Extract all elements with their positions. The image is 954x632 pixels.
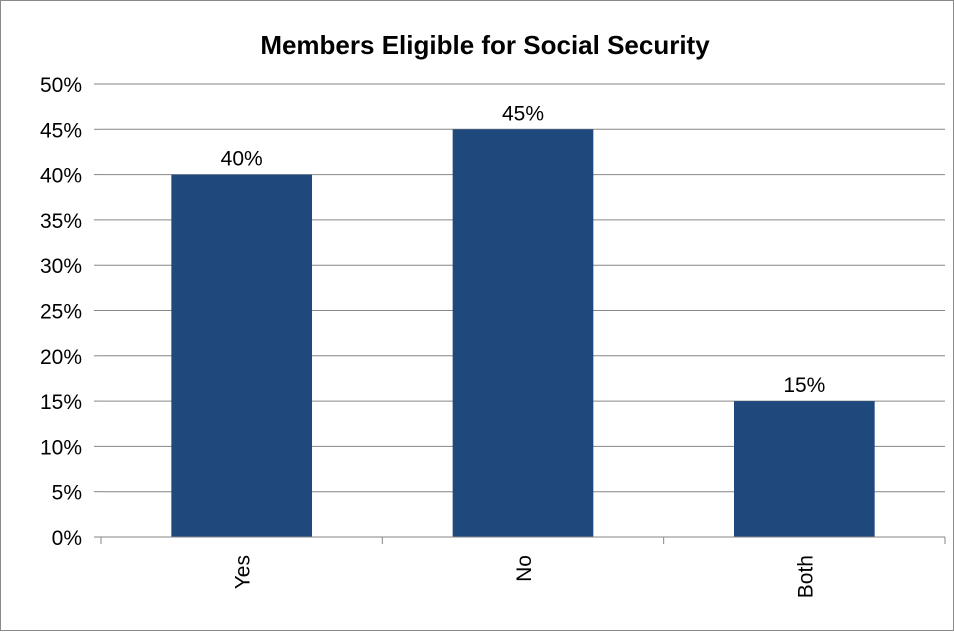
y-tick-label: 0% [52,527,82,550]
bar-no [452,129,594,538]
bars [171,129,875,538]
y-tick-label: 30% [40,255,82,278]
chart-title: Members Eligible for Social Security [260,30,710,60]
bar-both [734,401,875,537]
y-tick-label: 35% [40,210,82,233]
x-tick-label: Yes [232,555,255,589]
y-tick-label: 15% [40,391,82,414]
x-axis-ticks: Yes No Both [100,537,946,598]
y-tick-label: 10% [40,436,82,459]
y-tick-label: 50% [40,74,82,97]
data-label: 40% [221,148,263,171]
y-tick-label: 25% [40,301,82,324]
y-tick-label: 45% [40,119,82,142]
data-labels: 40% 45% 15% [221,102,826,397]
data-label: 45% [502,102,544,125]
y-tick-label: 5% [52,482,82,505]
data-label: 15% [783,374,825,397]
bar-yes [171,174,312,537]
y-axis-ticks: 0% 5% 10% 15% 20% 25% 30% 35% 40% 45% 50% [40,74,101,550]
y-tick-label: 20% [40,346,82,369]
x-tick-label: No [513,555,536,582]
y-tick-label: 40% [40,165,82,188]
x-tick-label: Both [794,555,817,598]
